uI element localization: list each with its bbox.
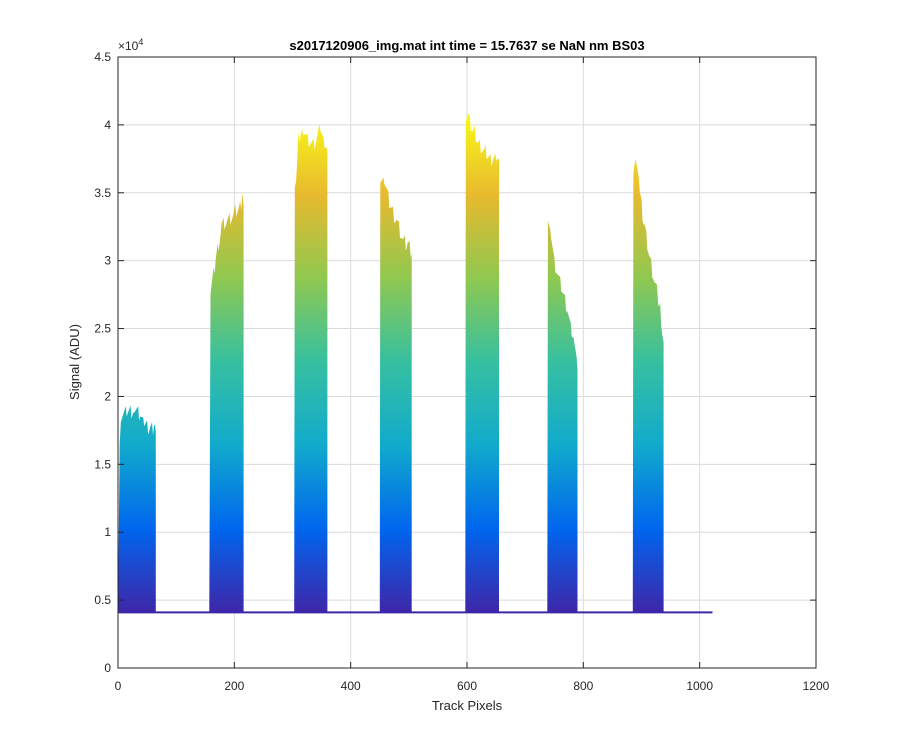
signal-peak-5 [465, 113, 499, 613]
y-exponent-base: ×10 [118, 39, 139, 53]
y-exponent-label: ×104 [118, 37, 143, 53]
y-exponent-power: 4 [138, 37, 143, 47]
x-axis-label: Track Pixels [432, 698, 503, 713]
y-tick-label: 4 [104, 118, 111, 132]
signal-peak-6 [547, 220, 578, 613]
y-tick-label: 0.5 [94, 593, 111, 607]
y-tick-label: 2.5 [94, 322, 111, 336]
y-tick-label: 3.5 [94, 186, 111, 200]
x-tick-label: 0 [115, 679, 122, 693]
y-axis-label: Signal (ADU) [67, 324, 82, 400]
y-tick-label: 1 [104, 525, 111, 539]
y-tick-label: 4.5 [94, 50, 111, 64]
signal-peak-4 [379, 177, 412, 613]
signal-peak-3 [294, 123, 328, 613]
signal-peak-2 [209, 192, 244, 613]
signal-peak-1 [118, 405, 156, 613]
x-tick-label: 800 [573, 679, 593, 693]
y-tick-label: 2 [104, 389, 111, 403]
x-tick-label: 1000 [686, 679, 713, 693]
x-tick-label: 400 [341, 679, 361, 693]
signal-peak-7 [632, 158, 664, 613]
y-tick-label: 1.5 [94, 457, 111, 471]
x-tick-label: 1200 [803, 679, 830, 693]
y-tick-label: 3 [104, 254, 111, 268]
x-tick-label: 200 [224, 679, 244, 693]
chart-title: s2017120906_img.mat int time = 15.7637 s… [289, 38, 644, 53]
x-tick-label: 600 [457, 679, 477, 693]
signal-series [118, 113, 713, 614]
y-tick-label: 0 [104, 661, 111, 675]
axis-ticks: 0 200 400 600 800 1000 1200 0 0.5 1 1.5 2 2.5 3 3.5 4 4.… [94, 50, 829, 693]
